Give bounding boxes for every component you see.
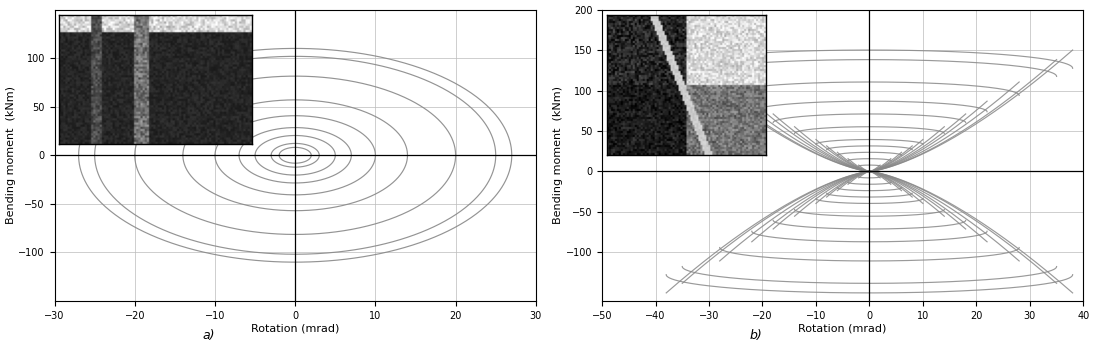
Y-axis label: Bending moment  (kNm): Bending moment (kNm) <box>5 86 15 224</box>
X-axis label: Rotation (mrad): Rotation (mrad) <box>251 323 339 334</box>
Text: a): a) <box>203 329 215 342</box>
Y-axis label: Bending moment  (kNm): Bending moment (kNm) <box>553 86 563 224</box>
Text: b): b) <box>750 329 762 342</box>
X-axis label: Rotation (mrad): Rotation (mrad) <box>798 323 887 334</box>
